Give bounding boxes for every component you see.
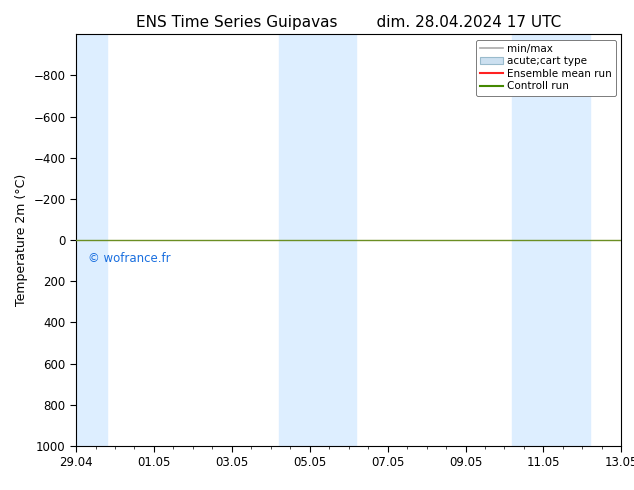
Bar	[278, 34, 356, 446]
Y-axis label: Temperature 2m (°C): Temperature 2m (°C)	[15, 174, 28, 306]
Legend: min/max, acute;cart type, Ensemble mean run, Controll run: min/max, acute;cart type, Ensemble mean …	[476, 40, 616, 96]
Text: © wofrance.fr: © wofrance.fr	[87, 252, 171, 266]
Title: ENS Time Series Guipavas        dim. 28.04.2024 17 UTC: ENS Time Series Guipavas dim. 28.04.2024…	[136, 15, 561, 30]
Bar	[512, 34, 590, 446]
Bar	[76, 34, 107, 446]
